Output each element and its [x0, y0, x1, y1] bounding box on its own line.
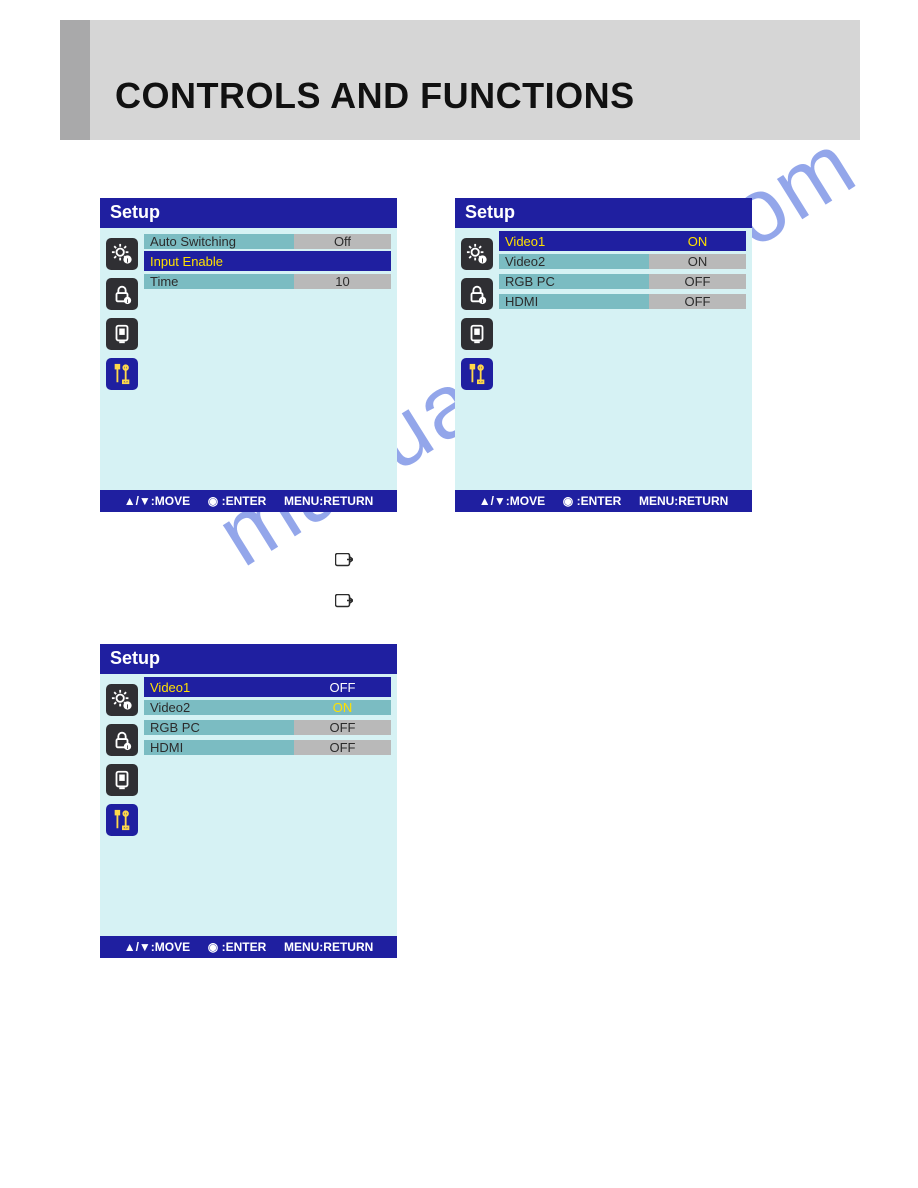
row-value: OFF: [294, 740, 391, 755]
svg-text:i: i: [127, 257, 129, 264]
row-label: RGB PC: [499, 274, 649, 289]
menu-body: ii Video1OFFVideo2ONRGB PCOFFHDMIOFF: [100, 674, 397, 936]
tools-icon[interactable]: [461, 358, 493, 390]
menu-footer: ▲/▼:MOVE ◉ :ENTER MENU:RETURN: [455, 490, 752, 512]
brightness-icon[interactable]: i: [106, 684, 138, 716]
page-title: CONTROLS AND FUNCTIONS: [115, 75, 635, 117]
menu-row[interactable]: HDMIOFF: [499, 291, 746, 311]
menu-footer: ▲/▼:MOVE ◉ :ENTER MENU:RETURN: [100, 936, 397, 958]
menu-content: Auto SwitchingOff Input Enable Time10: [144, 228, 397, 490]
row-label: Auto Switching: [144, 234, 294, 249]
row-label: HDMI: [499, 294, 649, 309]
menu-body: ii Video1ONVideo2ONRGB PCOFFHDMIOFF: [455, 228, 752, 490]
menu-row[interactable]: HDMIOFF: [144, 737, 391, 757]
security-icon[interactable]: i: [461, 278, 493, 310]
svg-text:i: i: [127, 703, 129, 710]
footer-move: ▲/▼:MOVE: [479, 494, 545, 508]
brightness-icon[interactable]: i: [106, 238, 138, 270]
header-accent-bar: [60, 20, 90, 140]
row-label: Video2: [499, 254, 649, 269]
menu-row[interactable]: Input Enable: [144, 251, 391, 271]
page-header: CONTROLS AND FUNCTIONS: [60, 20, 860, 140]
tools-icon[interactable]: [106, 804, 138, 836]
row-value: OFF: [649, 274, 746, 289]
row-value: OFF: [294, 720, 391, 735]
menu-row[interactable]: Auto SwitchingOff: [144, 231, 391, 251]
menu-content: Video1ONVideo2ONRGB PCOFFHDMIOFF: [499, 228, 752, 490]
menu-row[interactable]: Video2ON: [144, 697, 391, 717]
row-value: 10: [294, 274, 391, 289]
svg-text:i: i: [482, 257, 484, 264]
osd-menu-3: Setup ii Video1OFFVideo2ONRGB PCOFFHDMIO…: [100, 644, 397, 958]
menu-title: Setup: [455, 198, 752, 228]
footer-return: MENU:RETURN: [284, 940, 373, 954]
footer-enter: ◉ :ENTER: [208, 940, 266, 954]
brightness-icon[interactable]: i: [461, 238, 493, 270]
row-value: OFF: [294, 680, 391, 695]
row-value: ON: [294, 700, 391, 715]
row-value: OFF: [649, 294, 746, 309]
footer-return: MENU:RETURN: [284, 494, 373, 508]
row-label: Time: [144, 274, 294, 289]
menu-sidebar: ii: [455, 228, 499, 490]
menu-row[interactable]: Time10: [144, 271, 391, 291]
row-value: Off: [294, 234, 391, 249]
menu-body: ii Auto SwitchingOffInput EnableTime10: [100, 228, 397, 490]
menu-sidebar: ii: [100, 674, 144, 936]
footer-enter: ◉ :ENTER: [208, 494, 266, 508]
row-value: ON: [649, 254, 746, 269]
menu-row[interactable]: RGB PCOFF: [144, 717, 391, 737]
row-label: HDMI: [144, 740, 294, 755]
device-icon[interactable]: [106, 318, 138, 350]
row-value: ON: [649, 234, 746, 249]
footer-move: ▲/▼:MOVE: [124, 940, 190, 954]
security-icon[interactable]: i: [106, 278, 138, 310]
menu-sidebar: ii: [100, 228, 144, 490]
menu-title: Setup: [100, 644, 397, 674]
footer-return: MENU:RETURN: [639, 494, 728, 508]
security-icon[interactable]: i: [106, 724, 138, 756]
row-label: RGB PC: [144, 720, 294, 735]
menu-title: Setup: [100, 198, 397, 228]
menu-content: Video1OFFVideo2ONRGB PCOFFHDMIOFF: [144, 674, 397, 936]
device-icon[interactable]: [106, 764, 138, 796]
device-icon[interactable]: [461, 318, 493, 350]
row-label: Input Enable: [144, 254, 391, 269]
menu-row[interactable]: Video1OFF: [144, 677, 391, 697]
row-label: Video2: [144, 700, 294, 715]
tools-icon[interactable]: [106, 358, 138, 390]
menu-row[interactable]: RGB PCOFF: [499, 271, 746, 291]
footer-enter: ◉ :ENTER: [563, 494, 621, 508]
menu-row[interactable]: Video1ON: [499, 231, 746, 251]
osd-menu-2: Setup ii Video1ONVideo2ONRGB PCOFFHDMIOF…: [455, 198, 752, 512]
footer-move: ▲/▼:MOVE: [124, 494, 190, 508]
menu-footer: ▲/▼:MOVE ◉ :ENTER MENU:RETURN: [100, 490, 397, 512]
row-label: Video1: [144, 680, 294, 695]
menu-row[interactable]: Video2ON: [499, 251, 746, 271]
osd-menu-1: Setup ii Auto SwitchingOffInput EnableTi…: [100, 198, 397, 512]
source-icon: [335, 594, 353, 613]
source-icon: [335, 553, 353, 572]
row-label: Video1: [499, 234, 649, 249]
